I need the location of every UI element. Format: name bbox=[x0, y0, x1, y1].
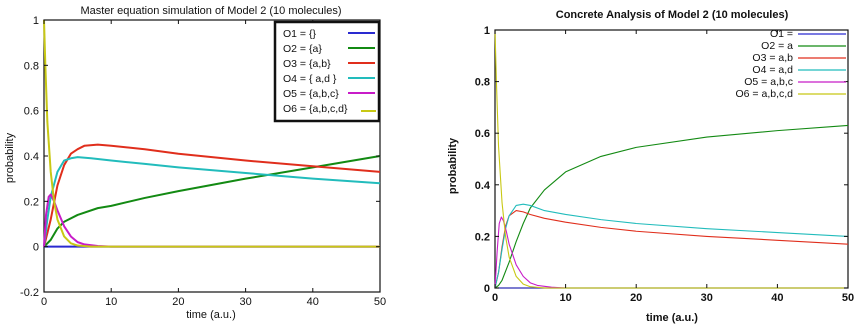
chart-left-legend-box bbox=[273, 20, 381, 123]
x-tick-label: 0 bbox=[41, 296, 47, 308]
legend-left-item-o4: O4 = { a,d } bbox=[283, 73, 375, 85]
legend-left-label-o2: O2 = {a} bbox=[283, 43, 322, 55]
chart-right-legend: O1 = O2 = a O3 = a,b O4 = a,d O5 = a,b,c… bbox=[736, 28, 846, 100]
legend-right-label-o2: O2 = a bbox=[761, 40, 793, 52]
y-tick-label: 0.2 bbox=[475, 231, 490, 243]
chart-right: Concrete Analysis of Model 2 (10 molecul… bbox=[447, 9, 854, 324]
legend-left-item-o5: O5 = {a,b,c} bbox=[283, 88, 375, 100]
legend-left-label-o4: O4 = { a,d } bbox=[283, 73, 337, 85]
x-tick-label: 0 bbox=[492, 292, 498, 304]
x-tick-label: 20 bbox=[630, 292, 642, 304]
y-tick-label: 0.4 bbox=[475, 180, 491, 192]
y-tick-label: 0.2 bbox=[24, 196, 39, 208]
series-line-3 bbox=[494, 210, 849, 289]
series-line-4 bbox=[494, 203, 849, 289]
series-line-5 bbox=[494, 216, 848, 289]
chart-right-xlabel: time (a.u.) bbox=[646, 312, 698, 324]
y-tick-label: -0.2 bbox=[20, 287, 39, 299]
y-tick-label: 0.8 bbox=[475, 77, 490, 89]
y-tick-label: 1 bbox=[484, 25, 490, 37]
legend-left-label-o5: O5 = {a,b,c} bbox=[283, 88, 339, 100]
legend-right-item-o6: O6 = a,b,c,d bbox=[736, 88, 846, 100]
series-line-6 bbox=[494, 29, 848, 289]
y-tick-label: 0.6 bbox=[24, 106, 39, 118]
chart-left: Master equation simulation of Model 2 (1… bbox=[4, 5, 386, 321]
legend-right-label-o5: O5 = a,b,c bbox=[744, 76, 793, 88]
legend-left-label-o3: O3 = {a,b} bbox=[283, 58, 331, 70]
series-line-2 bbox=[43, 155, 381, 248]
y-tick-label: 1 bbox=[33, 15, 39, 27]
legend-left-item-o3: O3 = {a,b} bbox=[283, 58, 375, 70]
y-tick-label: 0.6 bbox=[475, 128, 490, 140]
series-line-5 bbox=[43, 193, 380, 248]
legend-right-item-o3: O3 = a,b bbox=[752, 52, 846, 64]
legend-right-item-o1: O1 = bbox=[770, 28, 846, 40]
x-tick-label: 10 bbox=[105, 296, 117, 308]
legend-right-label-o6: O6 = a,b,c,d bbox=[736, 88, 794, 100]
legend-right-item-o4: O4 = a,d bbox=[752, 64, 846, 76]
legend-left-label-o6: O6 = {a,b,c,d} bbox=[283, 103, 348, 115]
y-tick-label: 0 bbox=[484, 283, 490, 295]
legend-left-item-o2: O2 = {a} bbox=[283, 43, 375, 55]
plot-frame bbox=[494, 29, 849, 289]
x-tick-label: 50 bbox=[842, 292, 854, 304]
y-tick-label: 0.8 bbox=[24, 60, 39, 72]
chart-right-plot: 0 10 20 30 40 50 0 0.2 0.4 0.6 0.8 1 bbox=[475, 25, 854, 304]
x-tick-label: 10 bbox=[559, 292, 571, 304]
legend-right-item-o5: O5 = a,b,c bbox=[744, 76, 846, 88]
legend-left-item-o1: O1 = {} bbox=[283, 28, 375, 40]
y-tick-label: 0 bbox=[33, 242, 39, 254]
legend-right-label-o3: O3 = a,b bbox=[752, 52, 793, 64]
legend-right-label-o1: O1 = bbox=[770, 28, 793, 40]
chart-left-xlabel: time (a.u.) bbox=[186, 309, 236, 321]
x-tick-label: 30 bbox=[701, 292, 713, 304]
chart-left-plot: 0 10 20 30 40 50-0.200.20.40.60.81 bbox=[20, 15, 386, 308]
chart-right-ylabel: probability bbox=[447, 137, 459, 194]
series-line-3 bbox=[43, 143, 381, 247]
series-line-4 bbox=[43, 156, 381, 247]
x-tick-label: 30 bbox=[239, 296, 251, 308]
x-tick-label: 40 bbox=[307, 296, 319, 308]
x-tick-label: 20 bbox=[172, 296, 184, 308]
legend-right-label-o4: O4 = a,d bbox=[752, 64, 793, 76]
legend-left-item-o6: O6 = {a,b,c,d} bbox=[283, 103, 376, 115]
legend-right-item-o2: O2 = a bbox=[761, 40, 846, 52]
series-line-2 bbox=[494, 124, 849, 289]
y-tick-label: 0.4 bbox=[24, 151, 39, 163]
chart-left-legend: O1 = {} O2 = {a} O3 = {a,b} O4 = { a,d }… bbox=[273, 20, 381, 123]
series-line-6 bbox=[43, 19, 380, 248]
legend-left-label-o1: O1 = {} bbox=[283, 28, 316, 40]
chart-left-ylabel: probability bbox=[4, 132, 16, 183]
x-tick-label: 40 bbox=[771, 292, 783, 304]
chart-left-title: Master equation simulation of Model 2 (1… bbox=[80, 5, 341, 17]
chart-right-title: Concrete Analysis of Model 2 (10 molecul… bbox=[556, 9, 789, 21]
x-tick-label: 50 bbox=[374, 296, 386, 308]
